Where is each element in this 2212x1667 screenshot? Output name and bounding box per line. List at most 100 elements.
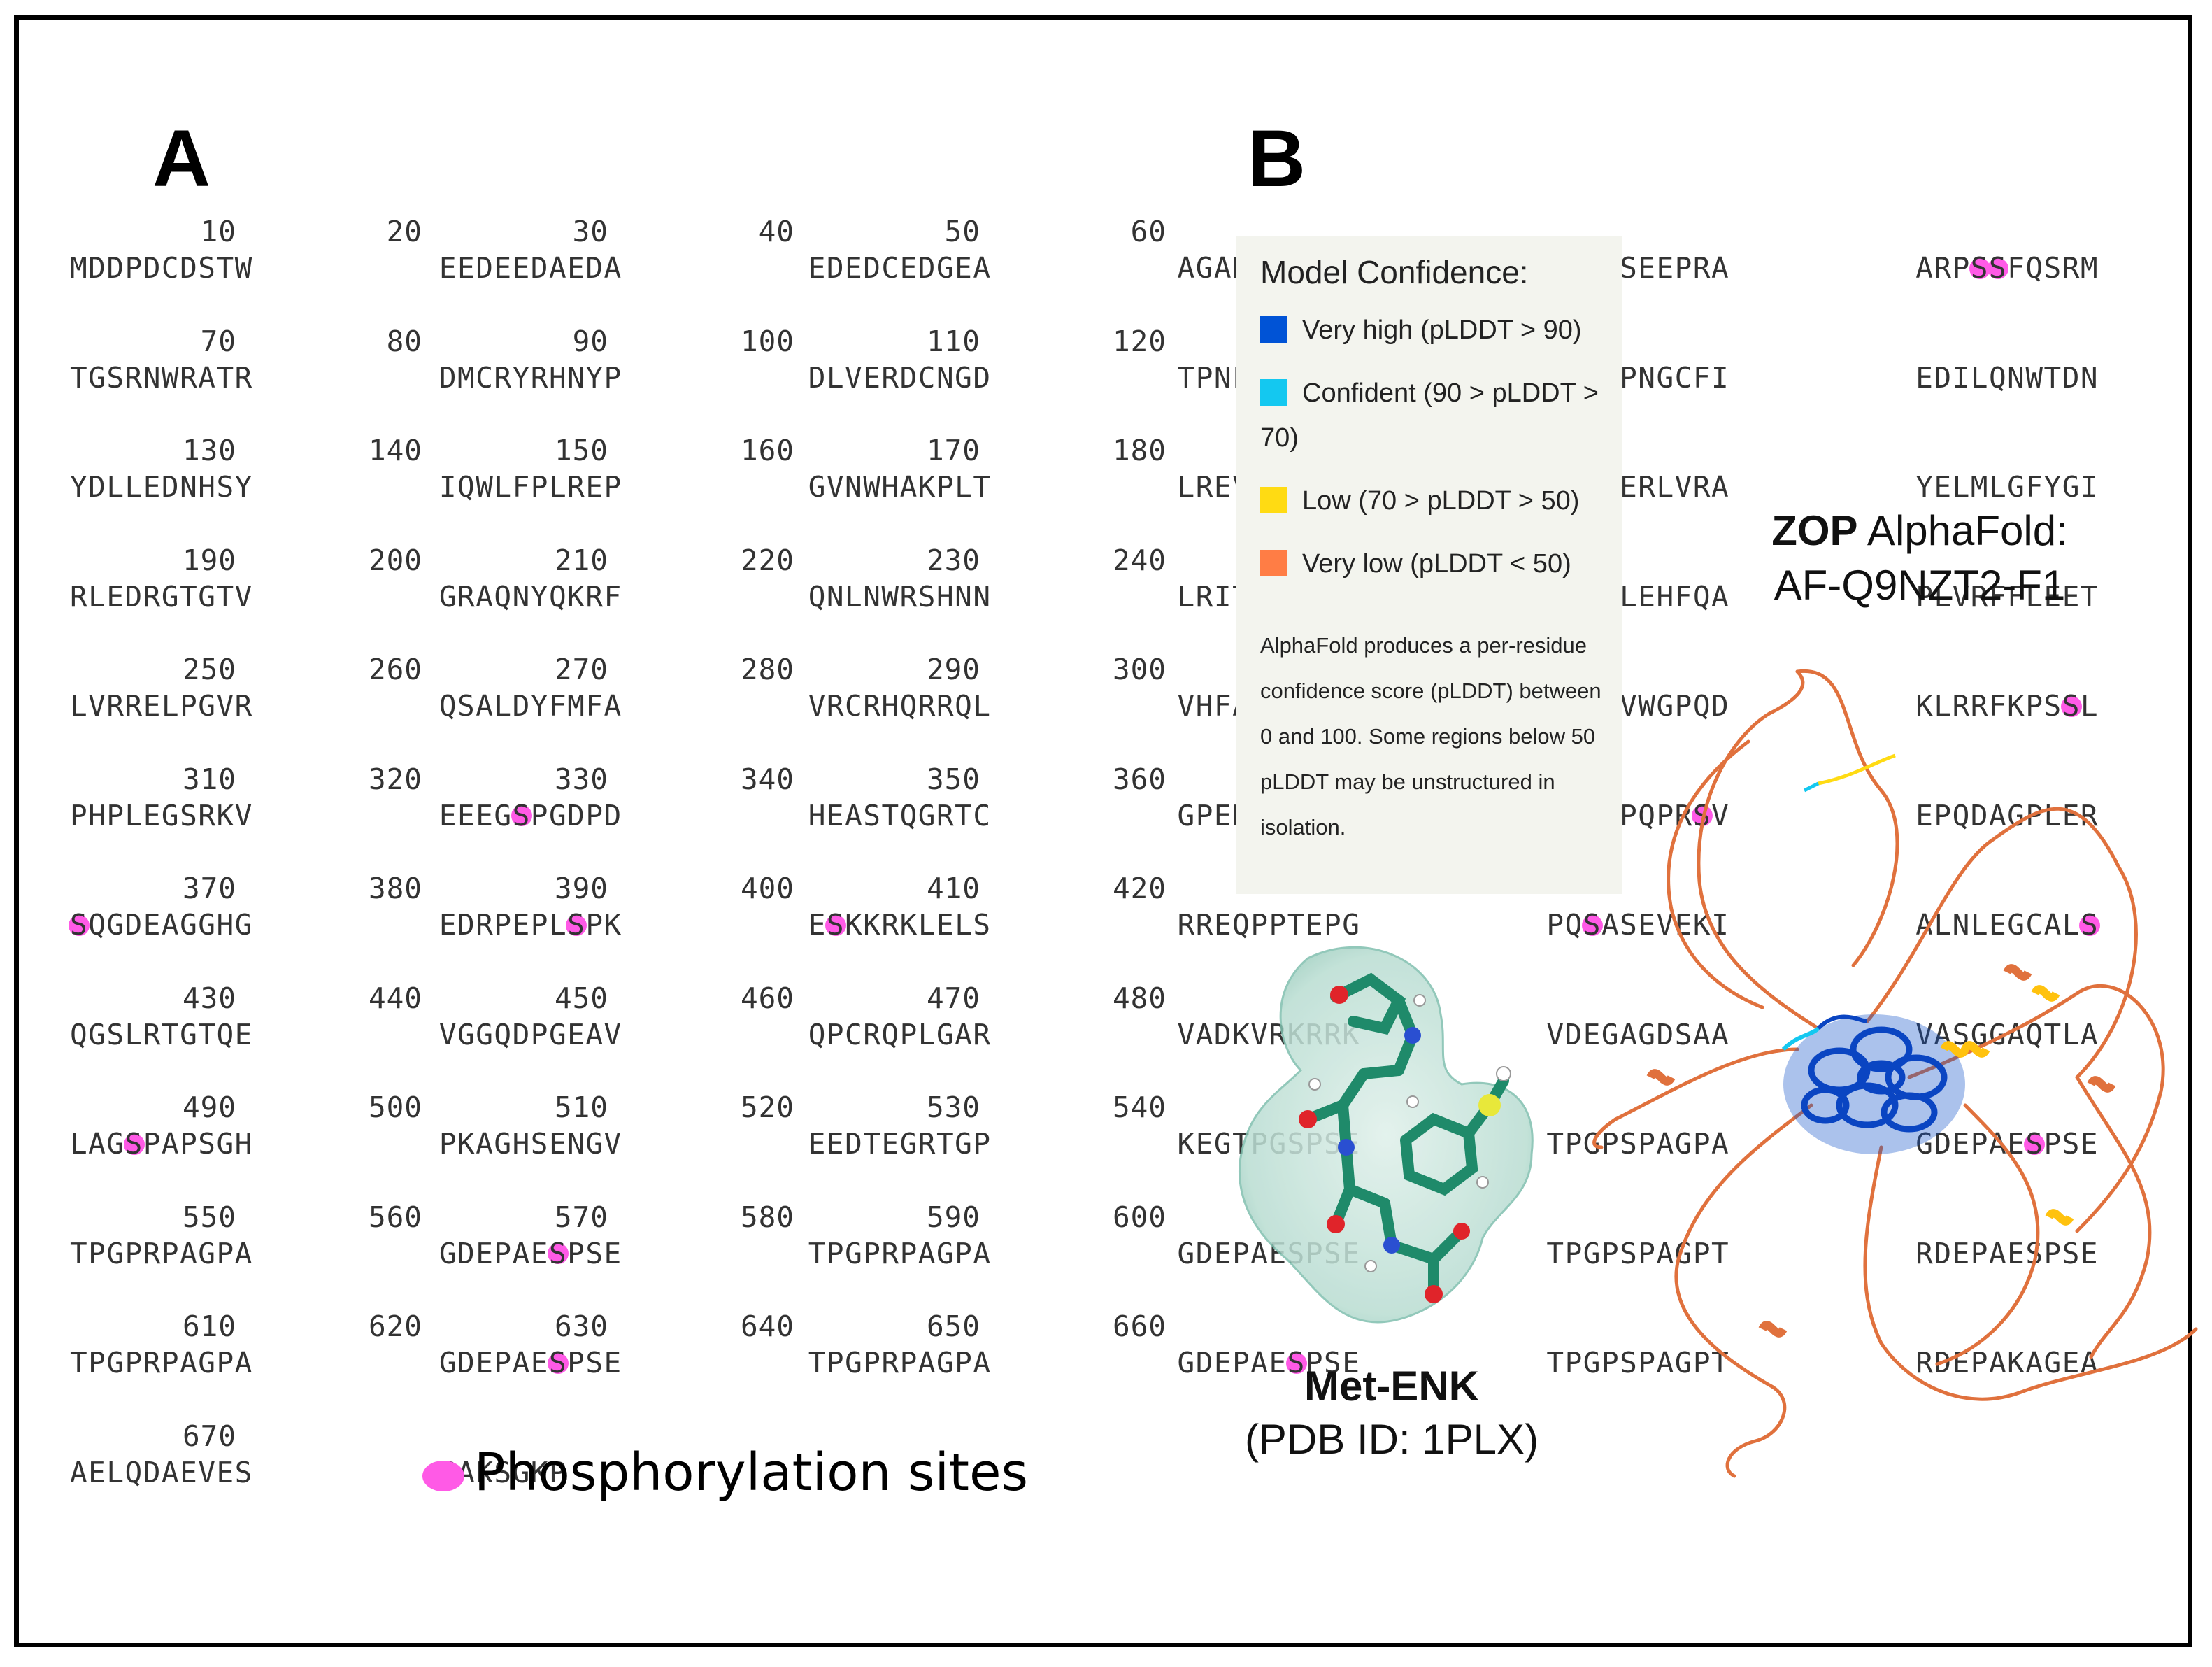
zop-name: ZOP	[1771, 507, 1858, 554]
sequence-position-number: 550	[182, 1200, 236, 1234]
sequence-block: GDEPAESPSE	[1177, 1346, 1361, 1379]
sequence-block: GDEPAESPSE	[438, 1346, 622, 1379]
sequence-block: ALNLEGCALS	[1915, 908, 2101, 942]
sequence-block: QPCRQPLGAR	[808, 1017, 992, 1051]
sequence-position-number: 600	[1112, 1200, 1166, 1234]
model-confidence-title: Model Confidence:	[1260, 254, 1529, 290]
sequence-position-number: 510	[554, 1091, 608, 1124]
sequence-position-number: 410	[926, 872, 980, 905]
sequence-blocks: MDDPDCDSTWEEDEEDAEDAEDEDCEDGEAAGARDADAGD…	[67, 251, 2098, 293]
sequence-blocks: TPGPRPAGPA GDEPAESPSE TPGPRPAGPA GDEPAESPSE…	[67, 1346, 2098, 1388]
zop-id: AF-Q9NZT2-F1	[1774, 562, 2066, 609]
sequence-position-number: 360	[1112, 762, 1166, 796]
sequence-block: EEDTEGRTGP	[808, 1127, 992, 1161]
sequence-row: 10 20 30 40 50 60 MDDPDCDSTW EEDEEDAEDA EDEDCEDG…	[67, 215, 2098, 306]
sequence-position-number: 340	[740, 762, 794, 796]
model-confidence-legend: Model Confidence: Very high (pLDDT > 90)…	[1236, 236, 1622, 894]
sequence-position-numbers: 310 320 330 340 350 360	[67, 762, 1186, 804]
sequence-row: 250 260 270 280 290 300 LVRRELPGVR QSALDYFMFA VR…	[67, 653, 2098, 744]
sequence-block: TPGPRPAGPA	[70, 1346, 253, 1379]
sequence-block: ARPSSFQSRM	[1915, 251, 2099, 285]
met-enk-label: Met-ENK (PDB ID: 1PLX)	[1217, 1360, 1567, 1466]
confidence-very-low: Very low (pLDDT < 50)	[1260, 541, 1610, 586]
sequence-position-number: 250	[182, 653, 236, 686]
sequence-position-number: 170	[926, 434, 980, 467]
zop-tool: AlphaFold:	[1867, 507, 2068, 554]
sequence-position-number: 60	[1130, 215, 1166, 248]
phosphorylation-site: S	[1988, 251, 2009, 285]
sequence-block: GDEPAESPSE	[1915, 1127, 2099, 1161]
sequence-position-number: 310	[182, 762, 236, 796]
sequence-position-number: 110	[926, 324, 980, 358]
sequence-row: 310 320 330 340 350 360 PHPLEGSRKV EEEGSPGDPD HE…	[67, 762, 2098, 853]
zop-alphafold-title: ZOP AlphaFold: AF-Q9NZT2-F1	[1734, 504, 2105, 613]
sequence-block: GDEPAESPSE	[438, 1236, 622, 1270]
zop-alphafold-structure-image	[1592, 669, 2198, 1478]
figure-frame	[14, 15, 2192, 1647]
phosphorylation-site: S	[2060, 689, 2082, 723]
panel-a-label: A	[152, 114, 211, 204]
sequence-position-number: 590	[926, 1200, 980, 1234]
sequence-position-number: 500	[368, 1091, 422, 1124]
sequence-blocks: QGSLRTGTQE VGGQDPGEAV QPCRQPLGAR VADKVRKRRK…	[67, 1017, 2098, 1060]
confidence-low: Low (70 > pLDDT > 50)	[1260, 478, 1610, 523]
sequence-block: QGSLRTGTQE	[70, 1017, 253, 1051]
sequence-position-number: 560	[368, 1200, 422, 1234]
phosphorylation-site: S	[2024, 1127, 2046, 1161]
sequence-position-number: 240	[1112, 543, 1166, 577]
sequence-block: VRCRHQRRQL	[808, 689, 992, 723]
sequence-position-number: 20	[386, 215, 422, 248]
met-enk-structure-image	[1239, 946, 1534, 1324]
sequence-position-number: 260	[368, 653, 422, 686]
sequence-block: EDRPEPLSPK	[438, 908, 622, 942]
very-low-confidence-loops	[1592, 669, 2198, 1478]
sequence-position-number: 90	[572, 324, 608, 358]
sequence-block: IQWLFPLREP	[438, 470, 622, 504]
low-confidence-segment	[1818, 753, 1896, 786]
sequence-position-numbers: 610 620 630 640 650 660	[67, 1310, 1186, 1352]
sequence-block: VGGQDPGEAV	[438, 1017, 622, 1051]
sequence-position-numbers: 670	[67, 1419, 1186, 1461]
sequence-position-number: 610	[182, 1310, 236, 1343]
sequence-position-number: 420	[1112, 872, 1166, 905]
sequence-block: PLVRFFLEET	[1915, 579, 2099, 613]
confidence-confident: Confident (90 > pLDDT > 70)	[1260, 371, 1610, 460]
sequence-block: GVNWHAKPLT	[808, 470, 992, 504]
sequence-blocks: LAGSPAPSGHPKAGHSENGVEEDTEGRTGPKEGTPGSPSE…	[67, 1127, 2098, 1169]
confidence-very-high: Very high (pLDDT > 90)	[1260, 308, 1610, 353]
sequence-block: TPGPSPAGPT	[1546, 1346, 1730, 1379]
sequence-block: HEASTQGRTC	[808, 798, 992, 832]
sequence-row: 430 440 450 460 470 480 QGSLRTGTQE VGGQDPGEAV QP…	[67, 981, 2098, 1072]
sequence-block: ESKKRKLELS	[808, 908, 992, 942]
phosphorylation-site: S	[566, 908, 587, 942]
sequence-position-number: 200	[368, 543, 422, 577]
phosphorylation-site: S	[548, 1236, 569, 1270]
sequence-block: QSALDYFMFA	[438, 689, 622, 723]
sequence-block: LAGSPAPSGH	[70, 1127, 253, 1161]
sequence-position-number: 660	[1112, 1310, 1166, 1343]
sequence-block: AELQDAEVES	[70, 1455, 253, 1489]
sequence-block: EDILQNWTDN	[1915, 360, 2099, 395]
sequence-position-number: 30	[572, 215, 608, 248]
molecule-atoms	[1299, 986, 1511, 1303]
sequence-position-numbers: 550 560 570 580 590 600	[67, 1200, 1186, 1242]
sequence-position-numbers: 430 440 450 460 470 480	[67, 981, 1186, 1023]
sequence-row: 490 500 510 520 530 540 LAGSPAPSGH PKAGHSENGV EE…	[67, 1091, 2098, 1182]
sequence-position-number: 190	[182, 543, 236, 577]
sequence-position-number: 280	[740, 653, 794, 686]
sequence-block: PKAGHSENGV	[438, 1127, 622, 1161]
sequence-position-number: 130	[182, 434, 236, 467]
phosphorylation-site: S	[2079, 908, 2101, 942]
panel-b-label: B	[1248, 114, 1306, 204]
sequence-blocks: RLEDRGTGTVGRAQNYQKRFQNLNWRSHNNLRITRILKSL…	[67, 579, 2098, 622]
sequence-blocks: LVRRELPGVRQSALDYFMFAVRCRHQRRQLVHFAWEHFRP…	[67, 689, 2098, 731]
sequence-block: SQGDEAGGHG	[69, 908, 253, 942]
sequence-position-number: 150	[554, 434, 608, 467]
sequence-position-number: 530	[926, 1091, 980, 1124]
very-high-confidence-core	[1781, 1014, 1965, 1154]
sequence-block: EEEGSPGDPD	[438, 798, 622, 832]
sequence-position-number: 670	[182, 1419, 236, 1453]
confident-segment	[1803, 781, 1820, 793]
low-swatch	[1260, 487, 1287, 513]
sequence-block: QNLNWRSHNN	[808, 579, 992, 613]
